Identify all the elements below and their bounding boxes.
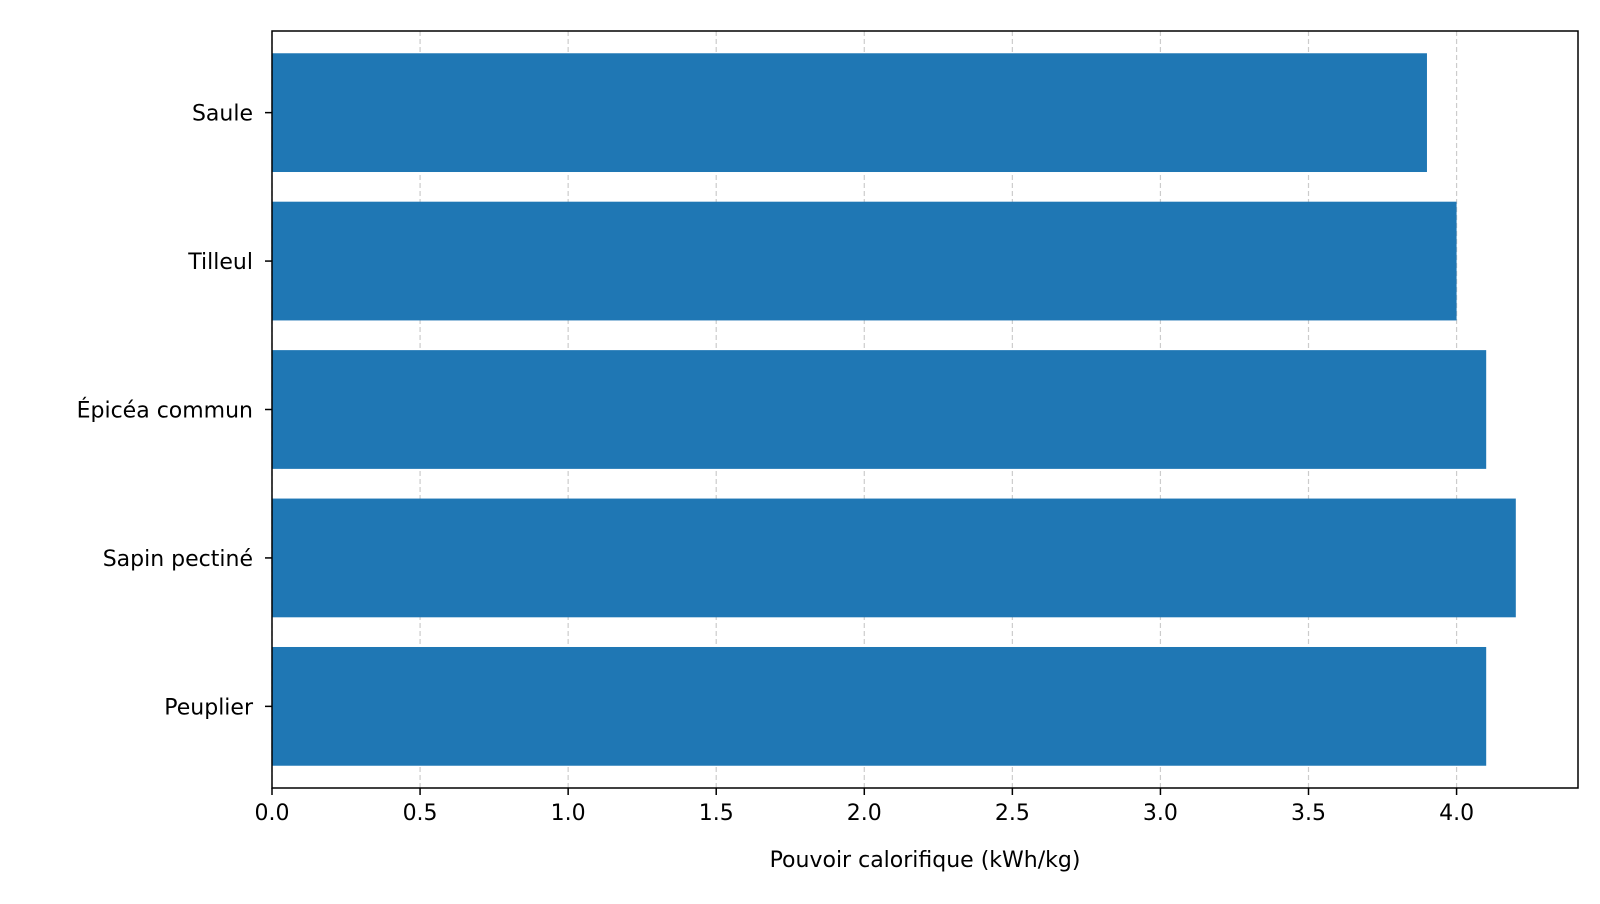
bar-sapin-pectiné [272,498,1516,618]
y-tick-label: Épicéa commun [77,398,253,424]
y-axis-ticks: Saule Tilleul Épicéa commun Sapin pectiné Pe… [77,102,272,720]
bar-tilleul [272,201,1457,321]
x-tick-label: 4.0 [1439,801,1474,826]
x-tick-label: 0.0 [255,801,290,826]
x-tick-label: 0.5 [403,801,438,826]
y-tick-label: Saule [192,102,253,127]
bar-saule [272,53,1427,173]
x-tick-label: 3.5 [1291,801,1326,826]
x-axis-title: Pouvoir calorifique (kWh/kg) [770,848,1081,873]
bar-peuplier [272,646,1487,766]
x-tick-label: 1.5 [699,801,734,826]
bars-layer [272,53,1516,766]
y-tick-label: Peuplier [164,695,254,720]
x-tick-label: 1.0 [551,801,586,826]
x-axis-ticks: 0.0 0.5 1.0 1.5 2.0 2.5 3.0 3.5 4.0 [255,788,1474,826]
x-tick-label: 2.5 [995,801,1030,826]
x-tick-label: 2.0 [847,801,882,826]
y-tick-label: Tilleul [187,250,253,275]
x-tick-label: 3.0 [1143,801,1178,826]
y-tick-label: Sapin pectiné [103,547,253,572]
bar-épicéa-commun [272,350,1487,469]
